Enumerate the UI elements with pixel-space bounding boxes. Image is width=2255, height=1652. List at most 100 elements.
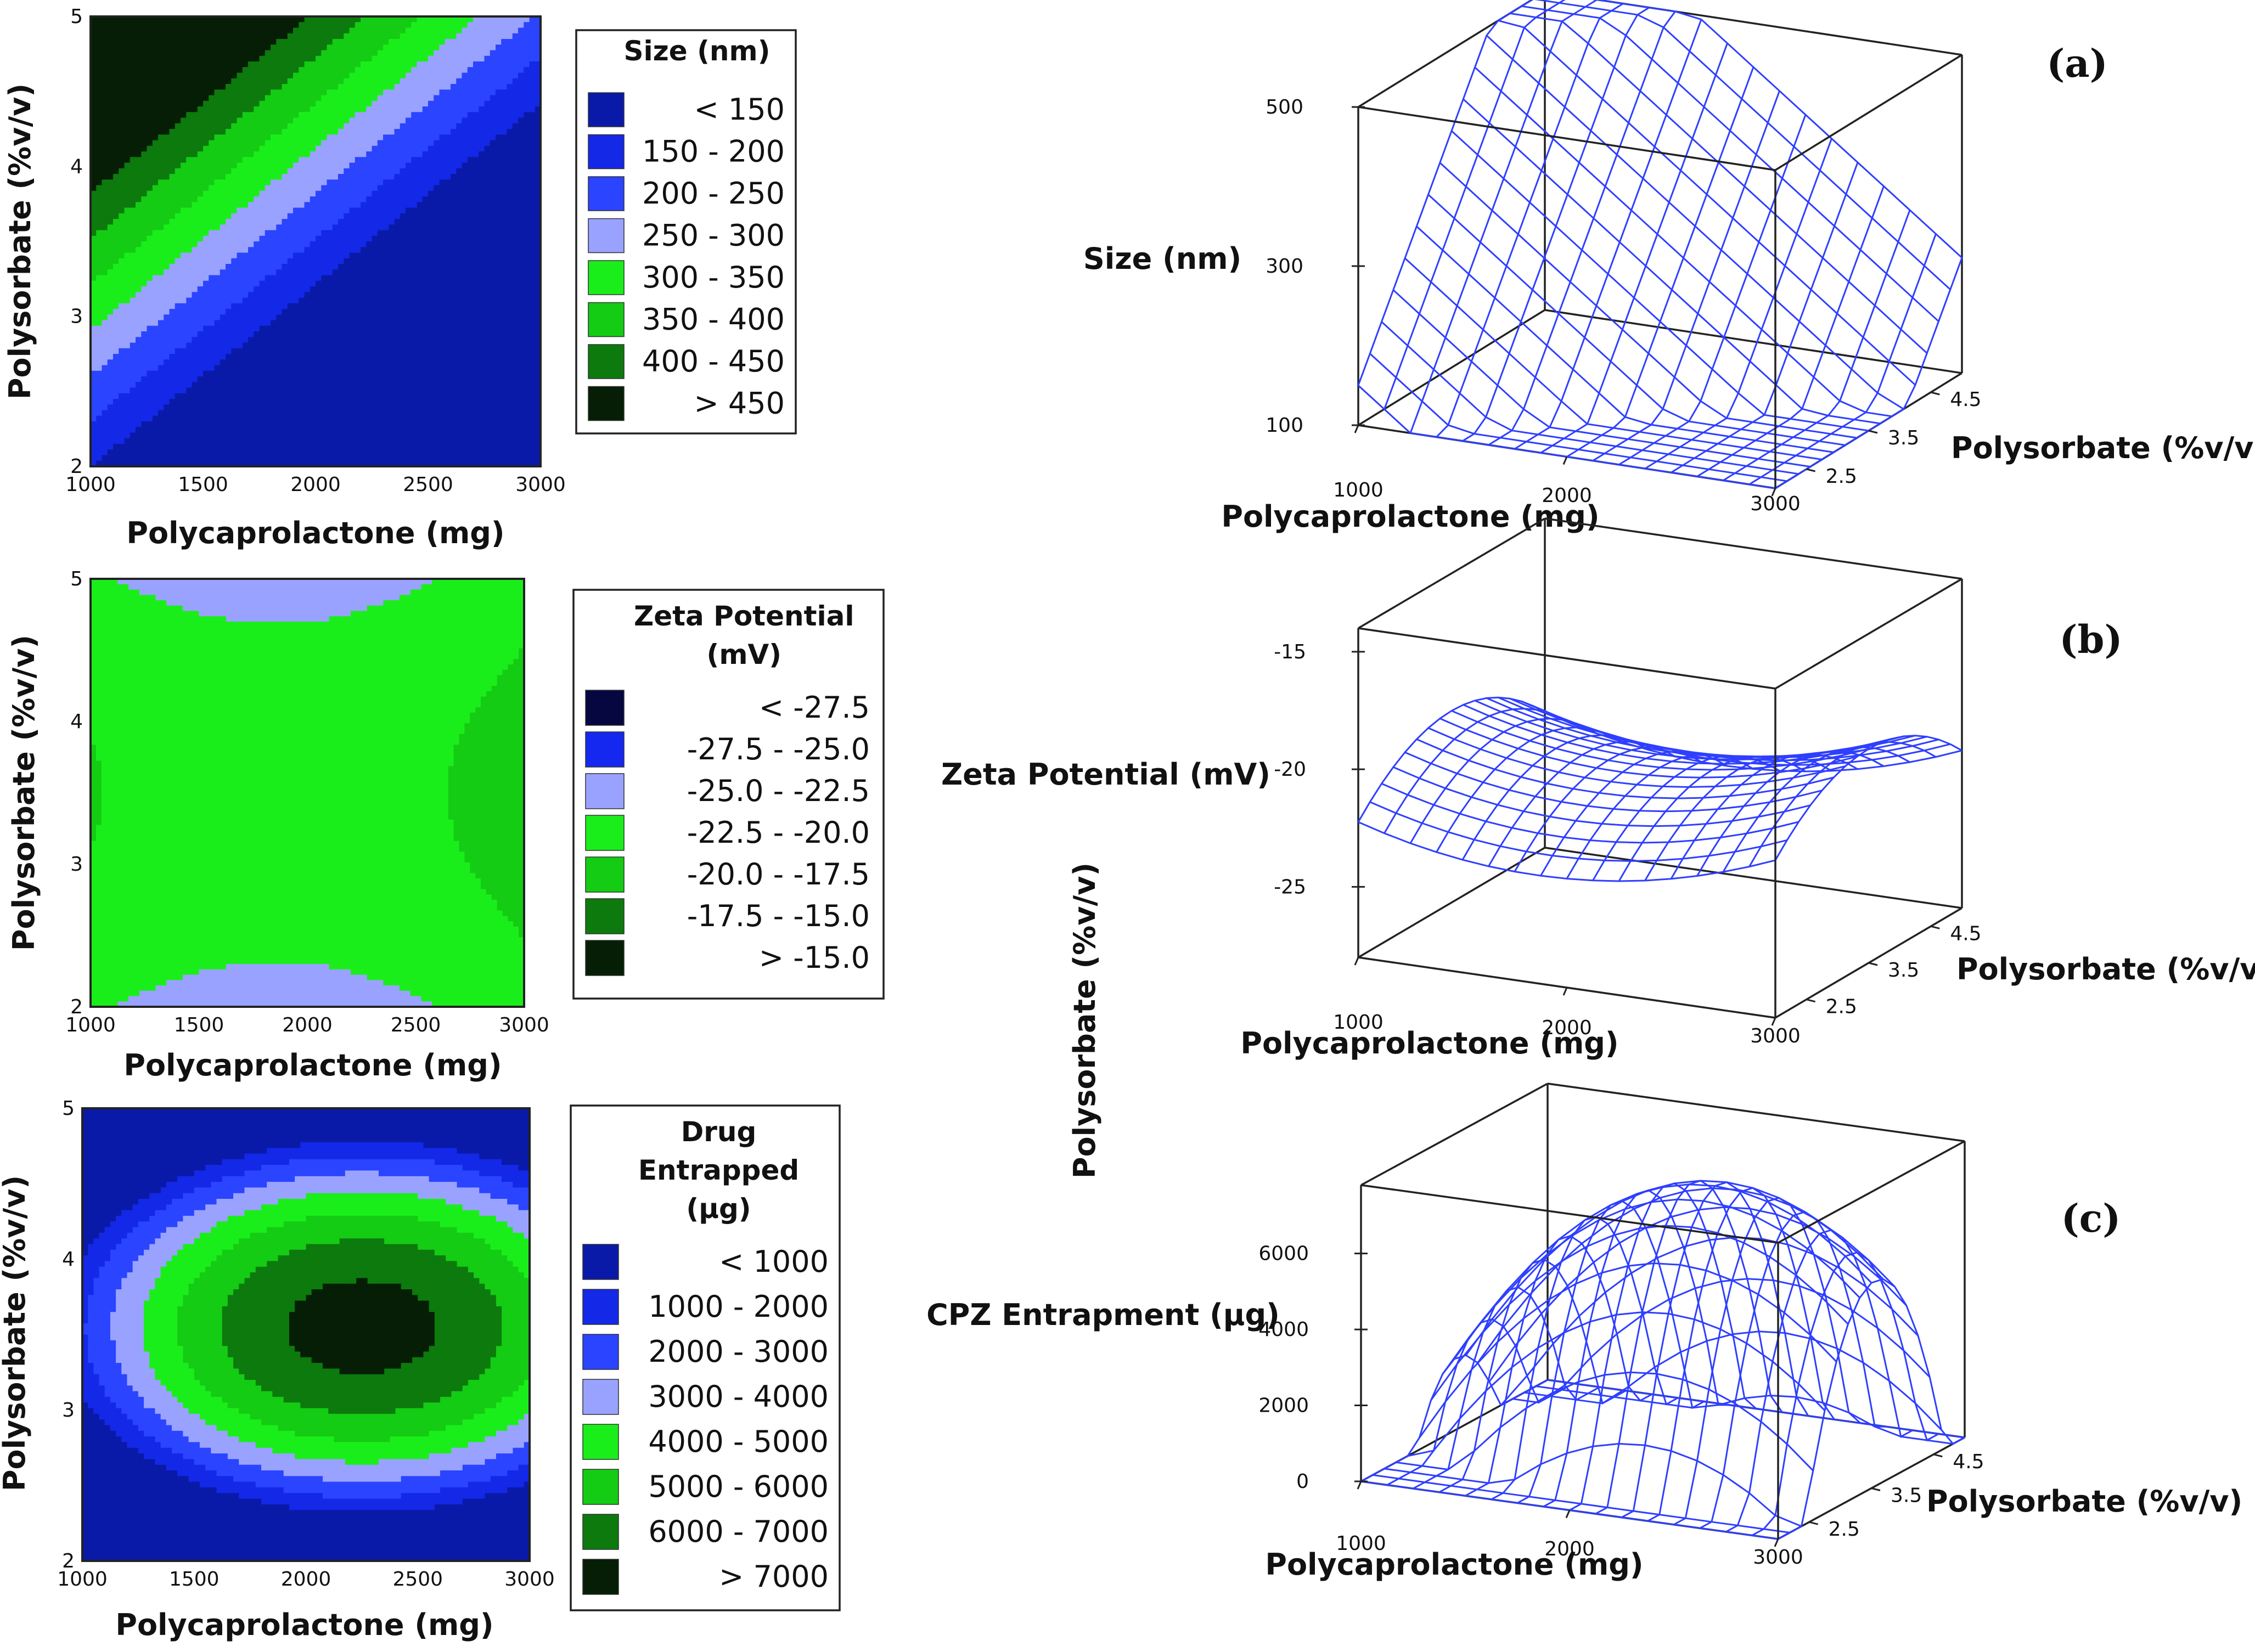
contour-cell (124, 151, 131, 157)
contour-cell (209, 258, 215, 264)
contour-cell (316, 376, 322, 382)
contour-cell (102, 280, 108, 287)
contour-cell (107, 67, 114, 74)
contour-cell (293, 134, 299, 141)
contour-cell (169, 151, 176, 157)
contour-cell (91, 27, 97, 34)
contour-cell (271, 219, 277, 225)
contour-cell (91, 348, 97, 354)
contour-cell (293, 106, 299, 112)
contour-cell (310, 134, 316, 141)
contour-cell (394, 399, 401, 405)
contour-cell (344, 95, 350, 102)
contour-cell (417, 309, 423, 315)
contour-cell (366, 309, 373, 315)
contour-cell (164, 241, 170, 247)
contour-cell (152, 421, 159, 427)
contour-cell (169, 27, 176, 34)
contour-cell (186, 331, 193, 337)
contour-cell (411, 39, 418, 45)
contour-cell (299, 348, 305, 354)
contour-cell (186, 303, 193, 309)
contour-cell (237, 460, 243, 467)
contour-cell (192, 337, 198, 343)
contour-cell (113, 387, 119, 394)
contour-cell (164, 292, 170, 298)
contour-cell (119, 309, 125, 315)
contour-cell (332, 168, 339, 174)
contour-cell (293, 72, 299, 79)
contour-cell (383, 252, 389, 259)
contour-cell (428, 179, 434, 186)
contour-cell (214, 190, 221, 197)
contour-cell (321, 95, 328, 102)
contour-cell (164, 354, 170, 360)
contour-cell (417, 410, 423, 416)
contour-cell (293, 264, 299, 270)
contour-cell (332, 325, 339, 332)
contour-cell (113, 354, 119, 360)
contour-cell (316, 297, 322, 304)
contour-cell (192, 460, 198, 467)
contour-cell (152, 185, 159, 191)
contour-cell (276, 280, 283, 287)
contour-cell (377, 202, 384, 208)
contour-cell (214, 55, 221, 62)
contour-cell (169, 325, 176, 332)
contour-cell (355, 258, 361, 264)
contour-cell (287, 106, 294, 112)
contour-cell (428, 157, 434, 163)
contour-cell (332, 314, 339, 321)
contour-cell (226, 50, 232, 57)
contour-cell (377, 432, 384, 439)
contour-cell (242, 55, 249, 62)
contour-cell (186, 27, 193, 34)
contour-cell (152, 449, 159, 456)
contour-cell (372, 39, 378, 45)
contour-cell (332, 286, 339, 292)
contour-cell (169, 247, 176, 253)
contour-cell (439, 134, 446, 141)
contour-cell (192, 67, 198, 74)
contour-cell (434, 190, 440, 197)
contour-cell (259, 100, 266, 107)
contour-cell (361, 89, 367, 96)
contour-cell (304, 22, 311, 29)
contour-cell (372, 258, 378, 264)
contour-cell (175, 117, 181, 124)
contour-cell (321, 444, 328, 450)
contour-cell (355, 89, 361, 96)
contour-cell (282, 269, 288, 276)
contour-cell (321, 179, 328, 186)
contour-cell (91, 325, 97, 332)
contour-cell (366, 337, 373, 343)
contour-cell (214, 39, 221, 45)
contour-cell (287, 129, 294, 135)
contour-cell (186, 438, 193, 444)
contour-cell (91, 196, 97, 202)
contour-cell (248, 157, 254, 163)
contour-cell (113, 342, 119, 349)
contour-cell (349, 145, 356, 152)
contour-cell (434, 213, 440, 219)
contour-cell (248, 106, 254, 112)
contour-cell (164, 427, 170, 433)
contour-cell (237, 309, 243, 315)
contour-cell (96, 404, 103, 411)
contour-cell (209, 185, 215, 191)
contour-cell (209, 264, 215, 270)
contour-cell (304, 67, 311, 74)
contour-cell (192, 320, 198, 326)
contour-cell (417, 100, 423, 107)
contour-cell (220, 61, 226, 67)
contour-cell (141, 117, 148, 124)
contour-cell (220, 348, 226, 354)
contour-cell (175, 235, 181, 242)
contour-cell (344, 286, 350, 292)
contour-cell (203, 325, 209, 332)
contour-cell (282, 455, 288, 461)
contour-cell (265, 117, 271, 124)
contour-cell (119, 151, 125, 157)
contour-cell (299, 89, 305, 96)
